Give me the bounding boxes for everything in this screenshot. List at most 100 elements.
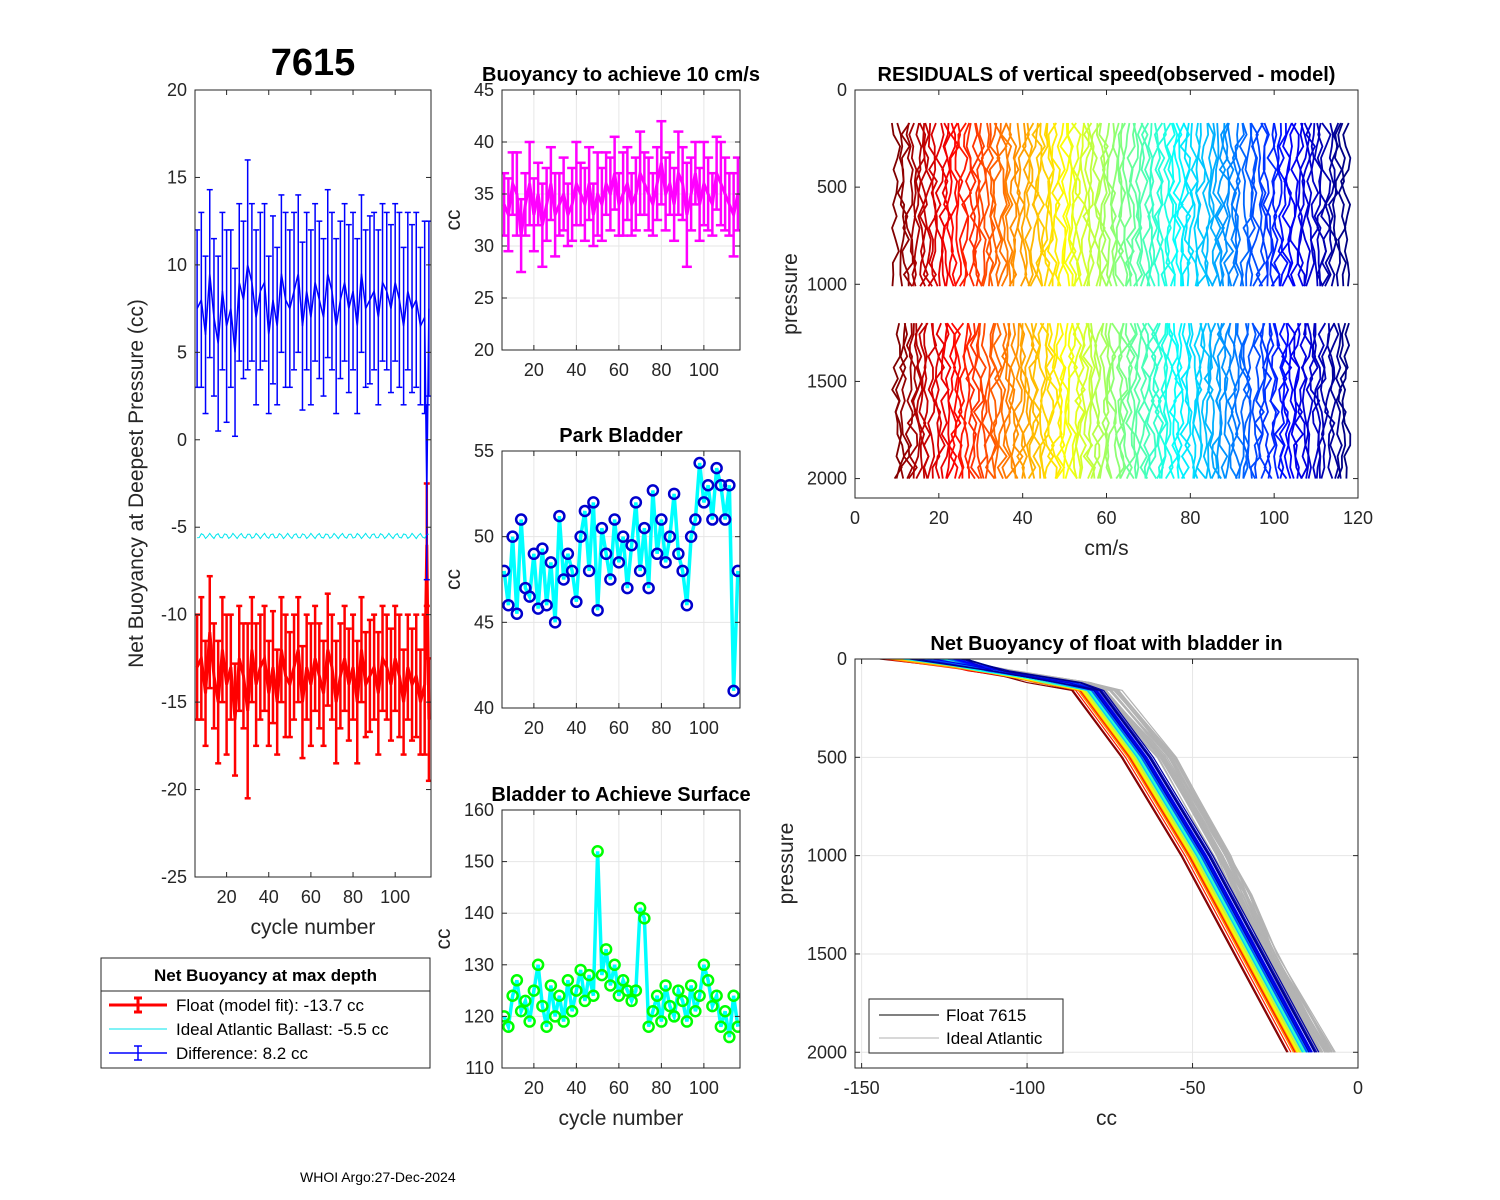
tick-label-y: 15 [167,167,187,187]
residual-profile [1082,122,1094,287]
data-point [502,564,511,578]
data-point [548,616,562,629]
data-point [502,1010,511,1023]
data-point [557,1015,570,1028]
data-point [650,547,664,561]
residual-profile [1129,322,1140,479]
tick-label-x: -50 [1180,1078,1206,1098]
residual-profile [1172,122,1184,287]
residual-profile [899,122,911,287]
residual-profile [1168,323,1180,479]
residual-profile [1250,122,1261,287]
residual-profile [961,122,973,287]
residual-profile [1094,122,1106,287]
residual-profile [1072,322,1082,479]
plot-area-residuals [890,122,1352,480]
residual-profile [1047,122,1058,287]
data-point [519,994,532,1008]
data-point [557,573,570,586]
residual-profile [912,323,923,479]
residual-profile [906,323,919,480]
data-point [659,556,672,569]
data-point [527,984,541,997]
series-line [502,162,740,236]
residual-profile [1340,122,1352,287]
legend-title: Net Buoyancy at max depth [154,966,377,985]
tick-label-y: 20 [474,340,494,360]
data-point [667,1010,681,1023]
x-axis-label: cycle number [251,916,376,939]
plot-area-park_bladder [502,456,740,698]
series-difference [195,159,431,581]
axes-box-bladder_surface [501,809,741,1069]
data-point [663,530,677,543]
residual-profile [930,122,939,287]
data-point [608,958,621,972]
residual-profile [1262,122,1273,287]
residual-profile [1218,322,1229,479]
data-point [565,1004,579,1018]
residual-profile [1093,322,1105,479]
residual-profile [1183,122,1195,287]
axes-residuals: 0 20 40 60 80 100 120 0 500 1000 1500 2000 RESIDUALS… [779,64,1373,560]
data-point [701,479,715,492]
data-point [544,979,558,992]
tick-label-x: 60 [609,360,629,380]
data-point [625,538,638,552]
data-point [599,547,613,561]
residual-profile [1043,323,1055,479]
residual-profile [1133,122,1144,287]
data-point [655,1015,668,1028]
residual-profile [1019,323,1031,479]
series-line [196,264,430,493]
data-point [697,496,711,509]
tick-label-y: 35 [474,184,494,204]
data-point [723,479,736,492]
residual-profile [1320,323,1331,479]
residual-profile [1286,322,1297,479]
data-point [642,581,655,595]
legend-label: Float (model fit): -13.7 cc [176,996,365,1015]
residual-profile [1066,122,1078,287]
data-point [553,509,566,523]
residual-profile [922,122,933,287]
grid-bladder_surface [502,809,740,1069]
residual-profile [1004,122,1014,287]
data-point [701,974,715,987]
tick-label-x: 20 [217,887,237,907]
residual-profile [1293,322,1305,479]
residual-profile [1281,122,1293,287]
tick-label-x: 40 [566,360,586,380]
residual-profile [1128,122,1141,287]
data-point [599,943,613,956]
data-point [689,513,702,526]
residual-profile [1050,122,1062,287]
y-axis-label: cc [432,929,455,950]
residual-profile [996,123,1008,287]
chart-title: Net Buoyancy of float with bladder in [930,633,1282,655]
data-point [710,989,723,1003]
x-axis-label: cycle number [559,1107,684,1130]
residual-profile [1109,122,1120,287]
data-point [510,974,524,987]
data-point [582,564,596,578]
data-point [629,496,643,509]
residual-profile [1004,322,1017,480]
data-point [714,1020,728,1033]
data-point [578,504,592,518]
data-point [616,530,630,543]
residual-profile [1184,323,1195,479]
data-point [544,556,558,569]
residual-profile [1124,122,1137,287]
axes-box-net_buoyancy [194,89,432,878]
tick-label-y: 1500 [807,371,847,391]
main-title: 7615 [271,42,356,84]
ideal-ballast-line [197,532,429,540]
float-profile [963,659,1318,1053]
data-point [684,530,698,543]
tick-label-y: 30 [474,236,494,256]
legend-label: Ideal Atlantic [946,1029,1043,1048]
residual-profile [1117,322,1129,479]
residual-profile [1337,122,1347,287]
tick-label-y: 5 [177,342,187,362]
